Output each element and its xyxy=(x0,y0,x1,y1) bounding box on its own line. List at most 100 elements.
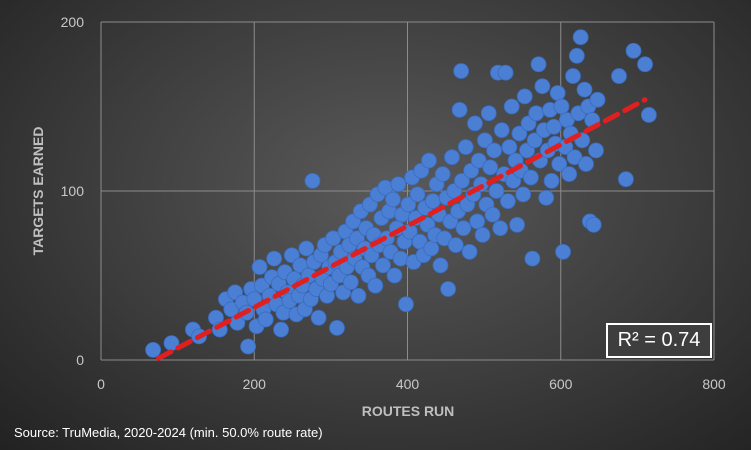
data-point xyxy=(385,191,401,208)
data-point xyxy=(522,169,539,186)
data-point xyxy=(273,321,289,338)
data-point xyxy=(251,259,268,275)
data-point xyxy=(534,78,551,95)
data-point xyxy=(476,132,493,149)
data-point xyxy=(526,132,543,149)
data-point xyxy=(454,172,470,189)
data-point xyxy=(434,166,451,183)
data-point xyxy=(386,267,403,284)
data-point xyxy=(390,176,407,193)
data-point xyxy=(585,216,602,233)
data-point xyxy=(375,257,391,274)
data-point xyxy=(480,105,497,122)
data-point xyxy=(461,243,478,260)
x-tick-label: 400 xyxy=(396,376,420,392)
data-point xyxy=(492,220,509,237)
data-point xyxy=(447,237,464,253)
data-point xyxy=(503,98,520,115)
data-point xyxy=(543,172,560,189)
data-point xyxy=(524,250,541,267)
data-point xyxy=(467,115,483,132)
source-note: Source: TruMedia, 2020-2024 (min. 50.0% … xyxy=(14,425,323,440)
data-point xyxy=(589,91,606,108)
data-point xyxy=(409,186,426,203)
data-point xyxy=(266,250,283,267)
data-point xyxy=(497,64,514,81)
data-point xyxy=(528,105,545,122)
data-point xyxy=(444,149,460,166)
data-point xyxy=(400,196,417,213)
gridlines xyxy=(100,21,715,361)
data-point xyxy=(451,101,468,118)
data-point xyxy=(298,240,315,257)
x-tick-label: 800 xyxy=(702,376,726,392)
data-point xyxy=(555,243,571,260)
data-point xyxy=(457,139,474,155)
x-tick-label: 0 xyxy=(97,376,105,392)
data-point xyxy=(549,85,566,101)
data-point xyxy=(392,250,409,267)
data-point xyxy=(484,206,501,223)
data-point xyxy=(493,122,510,139)
data-point xyxy=(530,56,547,73)
data-point xyxy=(578,156,594,172)
data-point xyxy=(455,220,472,237)
data-point xyxy=(453,63,470,79)
y-axis-title: TARGETS EARNED xyxy=(30,127,46,256)
x-axis-ticks: 0 200 400 600 800 xyxy=(97,376,726,392)
data-point xyxy=(310,309,327,326)
data-point xyxy=(501,139,518,155)
data-point xyxy=(565,68,581,84)
data-point xyxy=(482,159,499,176)
data-point xyxy=(499,193,516,210)
data-point xyxy=(511,125,528,142)
data-point xyxy=(538,189,555,206)
data-point xyxy=(509,216,525,233)
data-point xyxy=(283,247,300,264)
x-tick-label: 600 xyxy=(549,376,573,392)
data-point xyxy=(350,287,367,304)
trendline xyxy=(155,97,648,361)
data-point xyxy=(423,240,440,257)
data-point xyxy=(440,281,457,297)
data-point xyxy=(486,142,502,159)
data-point xyxy=(640,107,657,123)
data-point xyxy=(551,156,568,172)
data-point xyxy=(553,98,570,115)
data-point xyxy=(568,47,585,64)
data-point xyxy=(561,166,578,183)
data-point xyxy=(545,118,562,135)
data-point xyxy=(342,274,359,291)
data-point xyxy=(516,88,533,105)
data-point xyxy=(515,186,532,203)
r-squared-label: R² = 0.74 xyxy=(606,323,712,358)
data-point xyxy=(576,81,593,98)
y-tick-label: 200 xyxy=(61,14,85,30)
y-axis-ticks: 0 100 200 xyxy=(61,14,85,368)
x-tick-label: 200 xyxy=(243,376,267,392)
data-point xyxy=(625,42,642,59)
data-point xyxy=(329,319,345,336)
data-point xyxy=(474,227,491,243)
y-tick-label: 100 xyxy=(61,183,85,199)
data-point xyxy=(617,171,634,188)
data-point xyxy=(367,277,384,294)
data-point xyxy=(240,338,257,355)
data-points xyxy=(145,29,657,358)
data-point xyxy=(398,296,414,313)
data-point xyxy=(432,257,449,274)
data-point xyxy=(421,152,437,169)
data-point xyxy=(145,341,162,358)
data-point xyxy=(424,193,441,210)
y-tick-label: 0 xyxy=(76,352,84,368)
data-point xyxy=(637,56,653,73)
data-point xyxy=(325,230,342,247)
data-point xyxy=(588,142,604,159)
data-point xyxy=(611,68,627,84)
data-point xyxy=(572,29,589,46)
data-point xyxy=(257,311,274,328)
data-point xyxy=(469,213,486,230)
data-point xyxy=(488,183,505,199)
data-point xyxy=(304,172,321,189)
